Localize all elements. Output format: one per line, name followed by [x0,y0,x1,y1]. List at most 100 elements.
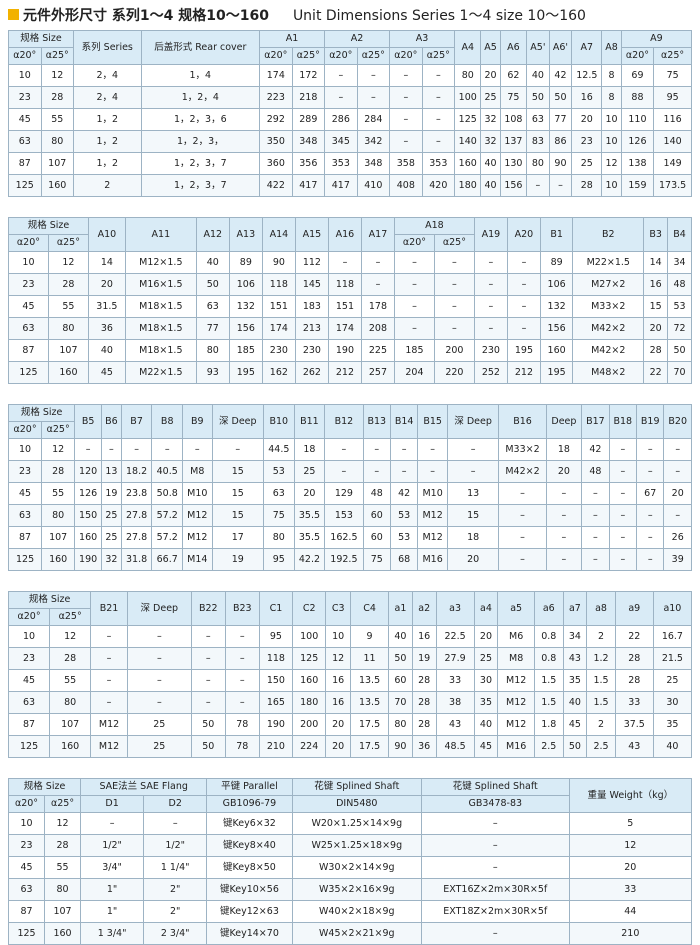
table-cell: 13 [446,482,500,505]
table-cell: 284 [356,108,391,131]
table-cell: 15 [211,482,265,505]
table-body: 10 12 2，4 1，4 174 172– – – –80 20 62 40 42 12.5 8 69 75 2… [8,64,692,197]
table-cell: 40 [480,152,501,175]
table-cell: 160 [44,922,82,945]
table-row: 125 160 45 M22×1.5 93 195 162 262 212 257 204 220 25… [8,361,692,384]
table-cell: – [608,548,638,571]
table-cell: 125 [292,647,327,670]
header-cell: a5 [497,591,536,626]
table-cell: 3/4" [80,856,145,879]
header-cell: B15 [417,404,448,439]
table-cell: 42 [581,438,610,461]
table-cell: 53 [667,295,692,318]
table-cell: 89 [228,251,263,274]
header-cell: A19 [473,217,508,252]
table-cell: – [506,317,541,340]
table-head: 规格 Size B5 B6 B7 B8 B9 深 Deep B10 B11 B12 B13 B14 B1… [7,404,692,439]
table-row: 45 55 1，2 1，2，3，6 292 289 286 284– –125 32 108 63 77… [8,108,692,131]
table-cell: 2" [143,900,208,923]
table-cell: – [101,438,122,461]
table-cell: 125 [8,361,49,384]
table-cell: 130 [499,152,528,175]
table-cell: – [545,482,583,505]
table-cell: 27.8 [120,504,153,527]
table-cell: – [420,812,570,835]
table-cell: 10 [601,108,622,131]
table-cell: 180 [292,691,327,714]
table-cell: 23 [7,647,51,670]
table-cell: 95 [263,548,295,571]
table-cell: 55 [41,482,76,505]
header-cell: α20° [389,47,423,65]
table-cell: 键Key12×63 [206,900,293,923]
table-cell: 16 [325,669,352,692]
header-cell: B8 [151,404,184,439]
table-cell: 86 [548,130,573,153]
table-cell: M10 [182,482,213,505]
table-row: 87 107 160 25 27.8 57.2 M12 17 80 35.5 162.5 60 53 M1… [7,526,692,549]
table-cell: 50.8 [151,482,184,505]
table-cell: 72 [667,317,692,340]
header-cell: α25° [40,47,74,65]
header-cell: A16 [327,217,362,252]
header-cell: B18 [608,404,638,439]
table-cell: – [636,438,665,461]
table-cell: 13.5 [350,669,390,692]
table-cell: 55 [49,669,92,692]
table-cell: – [506,273,541,296]
table-cell: 87 [7,900,46,923]
table-cell: – [581,526,610,549]
table-cell: 353 [421,152,456,175]
table-cell: W35×2×16×9g [291,878,422,901]
table-cell: 160 [539,339,574,362]
table-row: 10 12 14 M12×1.5 40 89 90 112– – – – – –89 M22×1.5 14 3… [8,251,692,274]
table-cell: 25 [480,86,501,109]
header-cell: A13 [228,217,263,252]
table-cell: 63 [263,482,295,505]
header-cell: α25° [41,421,76,439]
table-cell: – [356,86,391,109]
table-cell: 45 [7,856,46,879]
table-cell: 42.2 [293,548,326,571]
table-cell: 153 [324,504,364,527]
table-cell: 57.2 [151,526,184,549]
table-cell: 35 [562,669,588,692]
table-cell: – [324,460,364,483]
header-row: 规格 Size B5 B6 B7 B8 B9 深 Deep B10 B11 B12 B13 B14 B1… [7,404,692,439]
table-cell: 126 [74,482,103,505]
table-cell: 40 [87,339,126,362]
table-body: 10 12 14 M12×1.5 40 89 90 112– – – – – –89 M22×1.5 14 3… [8,251,692,384]
table-cell: – [498,548,547,571]
table-cell: 10 [7,438,43,461]
table-cell: 1.5 [534,691,564,714]
table-cell: 252 [473,361,508,384]
table-cell: 190 [74,548,103,571]
table-cell: 25 [652,669,693,692]
header-cell: SAE法兰 SAE Flang [80,778,208,796]
header-cell: B3 [643,217,669,252]
table-cell: 2" [143,878,208,901]
table-cell: 26 [663,526,692,549]
table-cell: 95 [258,625,294,648]
table-cell: 28 [44,834,82,857]
table-cell: 20 [293,482,326,505]
header-cell: 深 Deep [211,404,265,439]
table-cell: 60 [362,526,391,549]
table-cell: M12 [497,669,536,692]
table-cell: 12 [568,834,693,857]
header-row: α20° α25° α20° α25° [8,234,692,252]
table-cell: 10 [8,64,42,87]
table-cell: 78 [224,713,260,736]
table-cell: 50 [190,713,226,736]
table-cell: 132 [539,295,574,318]
header-cell: B5 [74,404,103,439]
table-cell: 88 [620,86,655,109]
table-cell: 28 [40,86,74,109]
header-cell: 规格 Size [7,404,76,422]
header-cell: 规格 Size [8,217,89,235]
header-cell: 平键 Parallel [206,778,293,796]
table-cell: 107 [44,900,82,923]
table-cell: 108 [499,108,528,131]
table-cell: 25 [101,504,122,527]
table-cell: 30 [473,669,499,692]
